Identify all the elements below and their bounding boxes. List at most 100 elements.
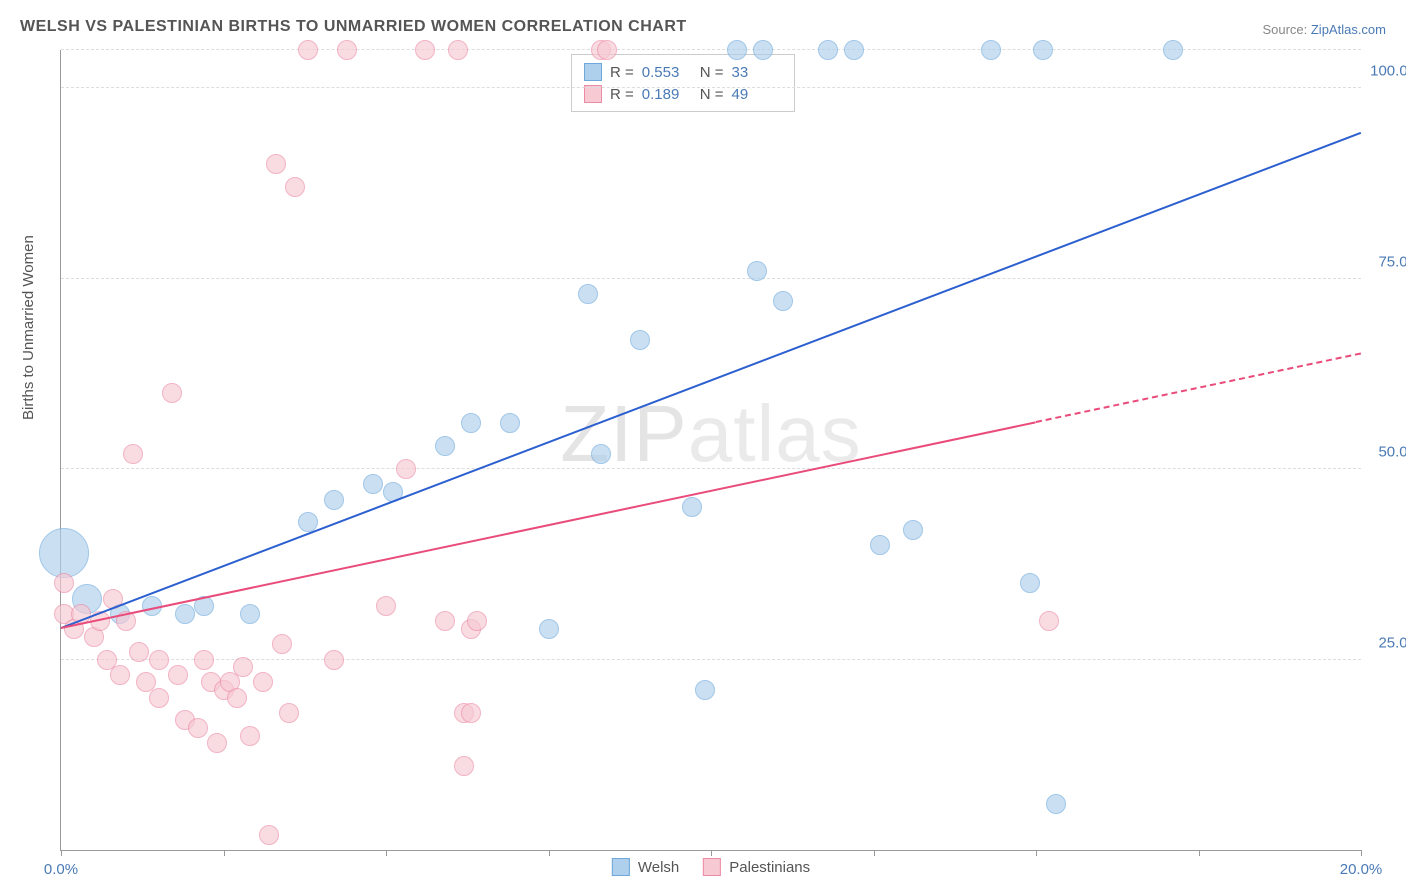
data-point xyxy=(396,459,416,479)
data-point xyxy=(240,604,260,624)
data-point xyxy=(695,680,715,700)
data-point xyxy=(376,596,396,616)
legend-n-value: 33 xyxy=(732,64,782,81)
data-point xyxy=(597,40,617,60)
data-point xyxy=(207,733,227,753)
data-point xyxy=(500,413,520,433)
data-point xyxy=(578,284,598,304)
data-point xyxy=(149,650,169,670)
y-tick-label: 75.0% xyxy=(1366,253,1406,270)
legend-item: Welsh xyxy=(612,856,679,878)
stats-legend: R =0.553N =33R =0.189N =49 xyxy=(571,54,795,112)
legend-n-label: N = xyxy=(700,64,724,81)
data-point xyxy=(253,672,273,692)
data-point xyxy=(435,436,455,456)
data-point xyxy=(415,40,435,60)
data-point xyxy=(1033,40,1053,60)
data-point xyxy=(285,177,305,197)
scatter-plot-area: ZIPatlas R =0.553N =33R =0.189N =49 Wels… xyxy=(60,50,1361,851)
data-point xyxy=(1039,611,1059,631)
legend-r-value: 0.553 xyxy=(642,64,692,81)
data-point xyxy=(168,665,188,685)
trend-line xyxy=(1036,353,1361,424)
y-tick-label: 25.0% xyxy=(1366,634,1406,651)
legend-r-label: R = xyxy=(610,64,634,81)
legend-label: Palestinians xyxy=(729,859,810,876)
data-point xyxy=(188,718,208,738)
gridline xyxy=(61,468,1361,469)
data-point xyxy=(773,291,793,311)
data-point xyxy=(818,40,838,60)
x-tick xyxy=(386,850,387,856)
data-point xyxy=(194,650,214,670)
data-point xyxy=(266,154,286,174)
data-point xyxy=(233,657,253,677)
y-axis-label: Births to Unmarried Women xyxy=(20,235,37,420)
watermark: ZIPatlas xyxy=(560,388,861,480)
data-point xyxy=(1020,573,1040,593)
x-tick xyxy=(549,850,550,856)
source-prefix: Source: xyxy=(1262,22,1310,37)
data-point xyxy=(870,535,890,555)
x-tick-label: 0.0% xyxy=(44,861,78,878)
x-tick-label: 20.0% xyxy=(1340,861,1383,878)
legend-swatch xyxy=(703,858,721,876)
x-tick xyxy=(1036,850,1037,856)
data-point xyxy=(298,40,318,60)
data-point xyxy=(129,642,149,662)
source-link[interactable]: ZipAtlas.com xyxy=(1311,22,1386,37)
x-tick xyxy=(1361,850,1362,856)
data-point xyxy=(630,330,650,350)
source-attribution: Source: ZipAtlas.com xyxy=(1262,22,1386,37)
data-point xyxy=(682,497,702,517)
data-point xyxy=(363,474,383,494)
data-point xyxy=(454,756,474,776)
data-point xyxy=(903,520,923,540)
data-point xyxy=(259,825,279,845)
y-tick-label: 50.0% xyxy=(1366,444,1406,461)
data-point xyxy=(337,40,357,60)
data-point xyxy=(227,688,247,708)
x-tick xyxy=(711,850,712,856)
trend-line xyxy=(61,132,1362,629)
data-point xyxy=(279,703,299,723)
data-point xyxy=(467,611,487,631)
data-point xyxy=(727,40,747,60)
data-point xyxy=(591,444,611,464)
gridline xyxy=(61,87,1361,88)
data-point xyxy=(54,573,74,593)
x-tick xyxy=(61,850,62,856)
x-tick xyxy=(224,850,225,856)
legend-swatch xyxy=(584,63,602,81)
data-point xyxy=(123,444,143,464)
series-legend: Welsh Palestinians xyxy=(612,856,810,878)
data-point xyxy=(110,665,130,685)
data-point xyxy=(272,634,292,654)
data-point xyxy=(324,650,344,670)
legend-item: Palestinians xyxy=(703,856,810,878)
legend-row: R = 0.553 N = 33 xyxy=(584,61,782,83)
data-point xyxy=(162,383,182,403)
data-point xyxy=(1046,794,1066,814)
y-tick-label: 100.0% xyxy=(1366,63,1406,80)
data-point xyxy=(324,490,344,510)
x-tick xyxy=(1199,850,1200,856)
data-point xyxy=(240,726,260,746)
data-point xyxy=(539,619,559,639)
gridline xyxy=(61,659,1361,660)
trend-line xyxy=(61,421,1036,629)
chart-title: WELSH VS PALESTINIAN BIRTHS TO UNMARRIED… xyxy=(20,18,687,36)
data-point xyxy=(747,261,767,281)
data-point xyxy=(435,611,455,631)
legend-label: Welsh xyxy=(638,859,679,876)
x-tick xyxy=(874,850,875,856)
data-point xyxy=(39,528,89,578)
data-point xyxy=(461,703,481,723)
data-point xyxy=(981,40,1001,60)
data-point xyxy=(175,604,195,624)
gridline xyxy=(61,278,1361,279)
data-point xyxy=(844,40,864,60)
data-point xyxy=(461,413,481,433)
data-point xyxy=(448,40,468,60)
data-point xyxy=(753,40,773,60)
